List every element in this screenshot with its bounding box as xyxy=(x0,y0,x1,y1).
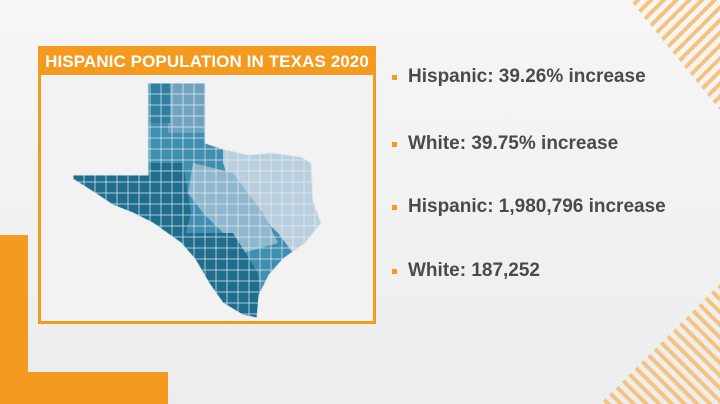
texas-county-map xyxy=(73,83,322,318)
list-item: Hispanic: 1,980,796 increase xyxy=(392,192,666,222)
bullet-icon xyxy=(392,141,397,147)
stat-text: White: 39.75% increase xyxy=(408,133,619,154)
map-panel: HISPANIC POPULATION IN TEXAS 2020 xyxy=(38,46,376,324)
list-item: White: 39.75% increase xyxy=(392,129,618,159)
panel-title: HISPANIC POPULATION IN TEXAS 2020 xyxy=(41,49,373,75)
decorative-stripes-bottom-right xyxy=(600,284,720,404)
bullet-icon xyxy=(392,268,397,274)
map-regions xyxy=(73,83,321,318)
stat-text: Hispanic: 1,980,796 increase xyxy=(408,196,666,217)
stat-text: White: 187,252 xyxy=(408,260,540,281)
bullet-icon xyxy=(392,204,397,210)
stat-text: Hispanic: 39.26% increase xyxy=(408,66,646,87)
list-item: Hispanic: 39.26% increase xyxy=(392,62,646,92)
bullet-icon xyxy=(392,74,397,80)
decorative-stripes-top-right xyxy=(630,0,720,110)
accent-bar-bottom xyxy=(0,372,168,404)
list-item: White: 187,252 xyxy=(392,256,540,286)
